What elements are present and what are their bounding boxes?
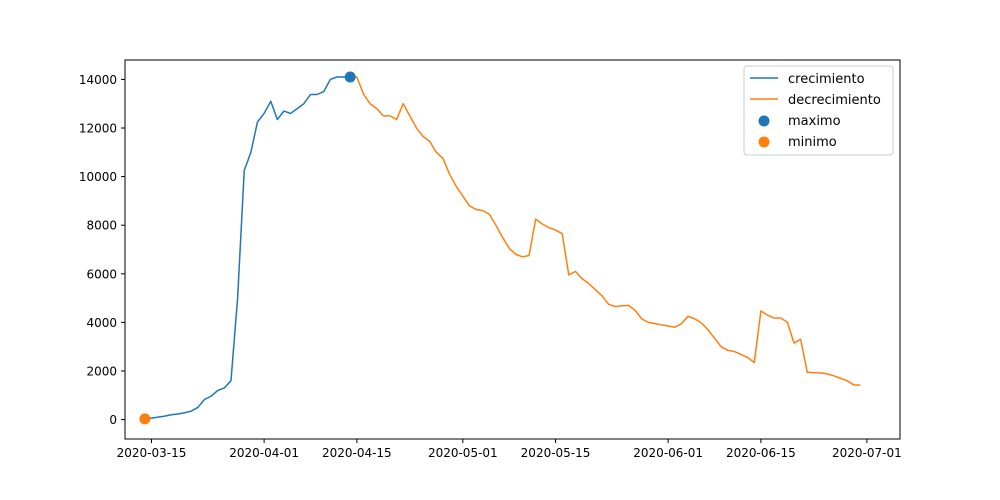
- y-tick-label: 6000: [86, 267, 117, 281]
- legend-label-maximo: maximo: [788, 114, 841, 129]
- x-tick-label: 2020-06-01: [633, 446, 703, 460]
- axes-frame: [124, 59, 901, 440]
- legend-label-crecimiento: crecimiento: [788, 72, 865, 87]
- y-tick-label: 0: [109, 413, 117, 427]
- x-tick-label: 2020-07-01: [832, 446, 902, 460]
- x-tick-label: 2020-06-15: [726, 446, 796, 460]
- legend-label-minimo: minimo: [788, 135, 837, 150]
- series-line-decrecimiento: [350, 76, 861, 386]
- y-tick-label: 10000: [79, 170, 117, 184]
- x-tick-label: 2020-03-15: [117, 446, 187, 460]
- legend-label-decrecimiento: decrecimiento: [788, 93, 881, 108]
- y-tick-label: 2000: [86, 364, 117, 378]
- y-tick-label: 14000: [79, 73, 117, 87]
- legend-swatch-minimo: [758, 136, 770, 148]
- x-tick-label: 2020-04-15: [322, 446, 392, 460]
- y-axis: 0 2000 4000 6000 8000 10000 12000 14000: [79, 73, 125, 427]
- legend: crecimiento decrecimiento maximo minimo: [743, 65, 894, 156]
- legend-swatch-maximo: [758, 115, 770, 127]
- points-layer: [139, 71, 356, 425]
- x-tick-label: 2020-04-01: [229, 446, 299, 460]
- series-layer: [144, 76, 861, 420]
- y-tick-label: 4000: [86, 316, 117, 330]
- y-tick-label: 12000: [79, 122, 117, 136]
- x-axis: 2020-03-15 2020-04-01 2020-04-15 2020-05-01…: [117, 439, 902, 460]
- x-tick-label: 2020-05-01: [428, 446, 498, 460]
- series-line-crecimiento: [144, 76, 351, 420]
- y-tick-label: 8000: [86, 219, 117, 233]
- point-maximo: [344, 71, 356, 83]
- legend-box: [743, 65, 894, 156]
- x-tick-label: 2020-05-15: [521, 446, 591, 460]
- point-minimo: [139, 413, 151, 425]
